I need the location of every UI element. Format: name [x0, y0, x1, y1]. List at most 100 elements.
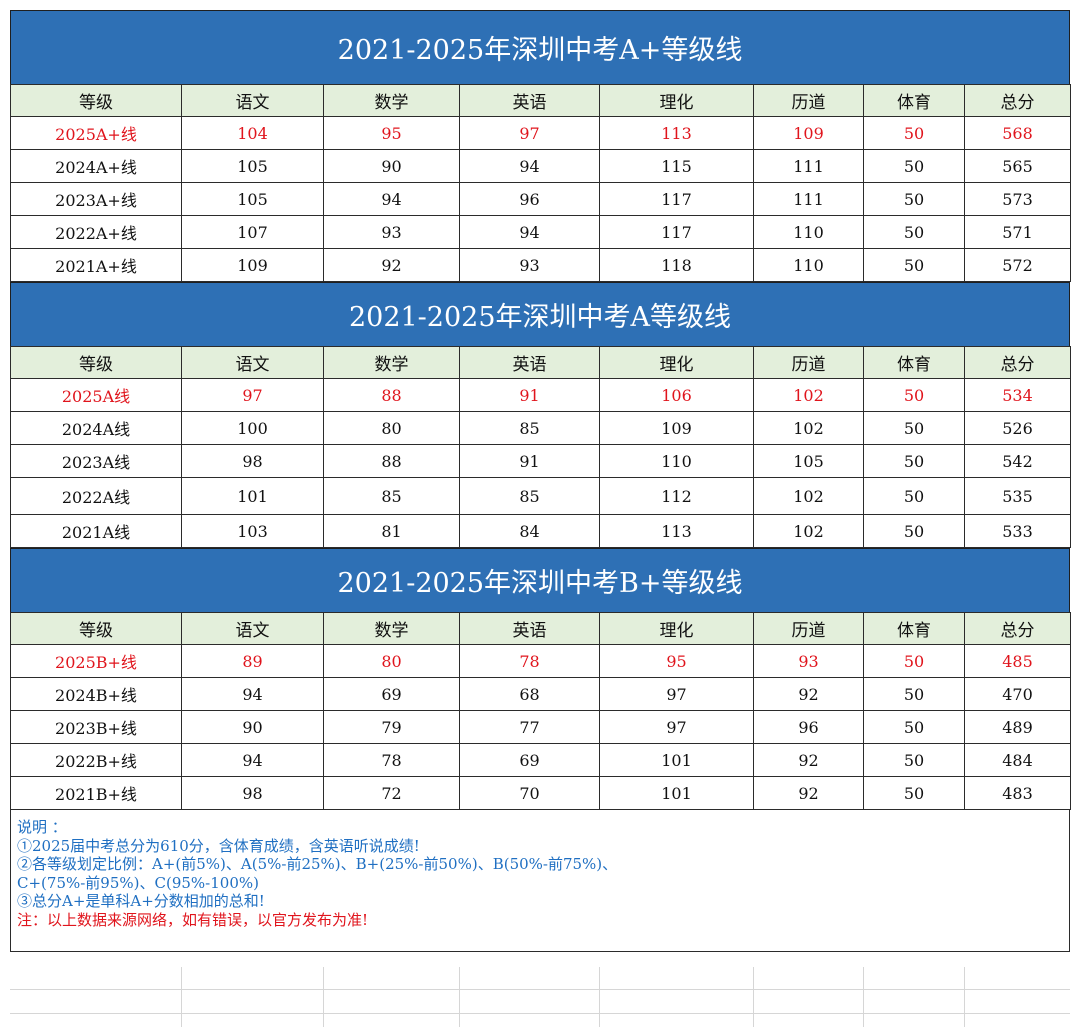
cell: 90 — [323, 149, 460, 183]
header-row: 等级 语文 数学 英语 理化 历道 体育 总分 — [10, 84, 1071, 117]
cell: 50 — [863, 477, 965, 515]
note-line-4: ③总分A+是单科A+分数相加的总和! — [17, 892, 265, 910]
cell: 81 — [323, 514, 460, 548]
cell: 103 — [181, 514, 324, 548]
table-a: 等级 语文 数学 英语 理化 历道 体育 总分 2025A线 97 88 91 … — [10, 346, 1071, 548]
header-pe: 体育 — [863, 346, 965, 379]
cell: 110 — [753, 215, 864, 249]
cell-total: 573 — [964, 182, 1071, 216]
cell: 105 — [181, 149, 324, 183]
cell: 94 — [181, 677, 324, 711]
table-row: 2025A线 97 88 91 106 102 50 534 — [10, 378, 1071, 412]
cell: 69 — [459, 743, 600, 777]
section-title-b-plus: 2021-2025年深圳中考B+等级线 — [10, 548, 1070, 612]
cell: 118 — [599, 248, 754, 282]
cell: 102 — [753, 378, 864, 412]
cell: 80 — [323, 644, 460, 678]
cell: 117 — [599, 215, 754, 249]
cell: 50 — [863, 677, 965, 711]
cell: 111 — [753, 149, 864, 183]
header-chinese: 语文 — [181, 612, 324, 645]
cell: 78 — [459, 644, 600, 678]
cell: 96 — [753, 710, 864, 744]
table-row: 2022A+线 107 93 94 117 110 50 571 — [10, 215, 1071, 249]
table-row: 2022B+线 94 78 69 101 92 50 484 — [10, 743, 1071, 777]
cell: 110 — [599, 444, 754, 478]
cell-total: 571 — [964, 215, 1071, 249]
note-line-1: ①2025届中考总分为610分，含体育成绩，含英语听说成绩! — [17, 836, 420, 855]
cell-grade: 2024A+线 — [10, 149, 182, 183]
cell: 101 — [599, 743, 754, 777]
cell: 111 — [753, 182, 864, 216]
cell: 96 — [459, 182, 600, 216]
cell: 110 — [753, 248, 864, 282]
cell: 92 — [753, 743, 864, 777]
table-row: 2022A线 101 85 85 112 102 50 535 — [10, 477, 1071, 515]
header-row: 等级 语文 数学 英语 理化 历道 体育 总分 — [10, 612, 1071, 645]
score-sheet: 2021-2025年深圳中考A+等级线 等级 语文 数学 英语 理化 历道 体育… — [10, 10, 1071, 952]
cell-grade: 2025A+线 — [10, 116, 182, 150]
header-math: 数学 — [323, 346, 460, 379]
note-line-2: ②各等级划定比例：A+(前5%)、A(5%-前25%)、B+(25%-前50%)… — [17, 855, 618, 873]
cell: 80 — [323, 411, 460, 445]
table-row: 2021A线 103 81 84 113 102 50 533 — [10, 514, 1071, 548]
cell: 112 — [599, 477, 754, 515]
cell: 104 — [181, 116, 324, 150]
cell-total: 533 — [964, 514, 1071, 548]
table-row: 2021B+线 98 72 70 101 92 50 483 — [10, 776, 1071, 810]
cell: 94 — [459, 149, 600, 183]
cell: 115 — [599, 149, 754, 183]
cell-total: 565 — [964, 149, 1071, 183]
disclaimer: 注：以上数据来源网络，如有错误，以官方发布为准! — [17, 910, 369, 929]
cell: 97 — [181, 378, 324, 412]
cell-grade: 2022B+线 — [10, 743, 182, 777]
cell-grade: 2023B+线 — [10, 710, 182, 744]
cell: 68 — [459, 677, 600, 711]
table-row: 2024B+线 94 69 68 97 92 50 470 — [10, 677, 1071, 711]
notes-heading: 说明 ： — [17, 818, 67, 836]
cell: 50 — [863, 411, 965, 445]
cell: 101 — [181, 477, 324, 515]
header-grade: 等级 — [10, 612, 182, 645]
cell: 50 — [863, 182, 965, 216]
table-row: 2023A线 98 88 91 110 105 50 542 — [10, 444, 1071, 478]
cell: 70 — [459, 776, 600, 810]
cell: 77 — [459, 710, 600, 744]
table-row: 2024A线 100 80 85 109 102 50 526 — [10, 411, 1071, 445]
cell: 88 — [323, 378, 460, 412]
cell-grade: 2024B+线 — [10, 677, 182, 711]
cell: 92 — [323, 248, 460, 282]
cell: 93 — [459, 248, 600, 282]
header-history-ethics: 历道 — [753, 612, 864, 645]
header-total: 总分 — [964, 612, 1071, 645]
cell-total: 535 — [964, 477, 1071, 515]
cell-total: 483 — [964, 776, 1071, 810]
cell: 98 — [181, 776, 324, 810]
cell-grade: 2021A线 — [10, 514, 182, 548]
cell-grade: 2025A线 — [10, 378, 182, 412]
cell: 93 — [753, 644, 864, 678]
section-title-a: 2021-2025年深圳中考A等级线 — [10, 282, 1070, 346]
header-chinese: 语文 — [181, 84, 324, 117]
cell: 50 — [863, 514, 965, 548]
cell: 85 — [459, 411, 600, 445]
cell-grade: 2025B+线 — [10, 644, 182, 678]
header-total: 总分 — [964, 346, 1071, 379]
cell-total: 489 — [964, 710, 1071, 744]
cell: 109 — [181, 248, 324, 282]
cell: 95 — [323, 116, 460, 150]
note-line-3: C+(75%-前95%)、C(95%-100%) — [17, 873, 259, 892]
cell: 113 — [599, 116, 754, 150]
table-b-plus: 等级 语文 数学 英语 理化 历道 体育 总分 2025B+线 89 80 78… — [10, 612, 1071, 810]
header-physics-chem: 理化 — [599, 346, 754, 379]
cell-total: 534 — [964, 378, 1071, 412]
cell-total: 542 — [964, 444, 1071, 478]
cell: 72 — [323, 776, 460, 810]
header-english: 英语 — [459, 84, 600, 117]
cell: 89 — [181, 644, 324, 678]
cell: 50 — [863, 149, 965, 183]
cell-grade: 2022A线 — [10, 477, 182, 515]
cell: 78 — [323, 743, 460, 777]
cell: 50 — [863, 644, 965, 678]
cell: 102 — [753, 514, 864, 548]
